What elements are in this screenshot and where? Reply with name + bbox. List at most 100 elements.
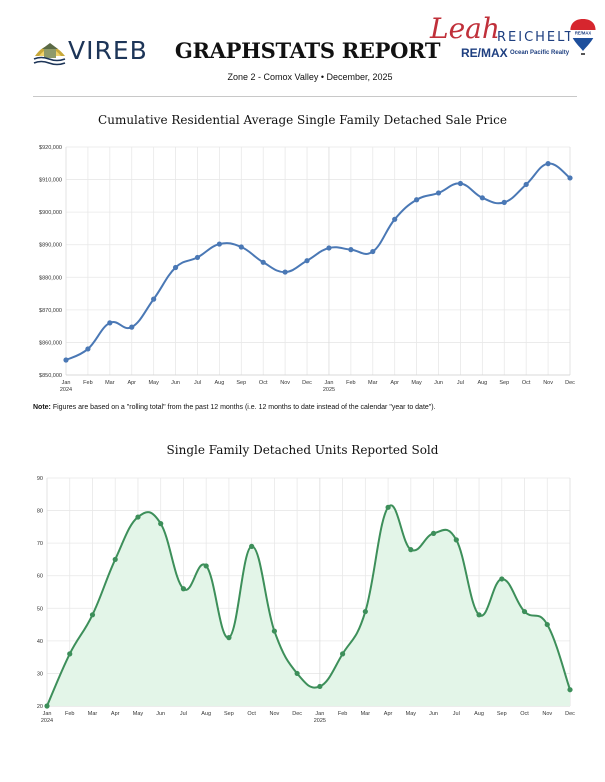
x-tick-label: Nov — [542, 711, 552, 717]
x-tick-label: May — [406, 711, 417, 717]
x-tick-label: Jan — [315, 711, 324, 717]
x-tick-label: Dec — [565, 380, 575, 386]
x-year-label: 2025 — [323, 387, 335, 393]
note-label: Note: — [33, 404, 51, 411]
x-year-label: 2024 — [60, 387, 72, 393]
x-tick-label: Jul — [453, 711, 460, 717]
data-point — [340, 651, 346, 657]
x-tick-label: Feb — [83, 380, 92, 386]
y-tick-label: $910,000 — [39, 178, 62, 184]
agent-last-name: REICHELT — [497, 30, 575, 45]
x-tick-label: Nov — [280, 380, 290, 386]
data-point — [151, 296, 157, 302]
x-tick-label: Jan — [62, 380, 71, 386]
data-point — [304, 258, 310, 264]
data-point — [392, 216, 398, 222]
x-tick-label: Aug — [214, 380, 224, 386]
x-tick-label: Nov — [270, 711, 280, 717]
data-point — [430, 530, 437, 536]
data-point — [282, 269, 288, 275]
data-point — [435, 190, 442, 196]
data-point — [414, 197, 420, 203]
data-point — [226, 635, 232, 641]
data-point — [545, 161, 551, 167]
brokerage-name: RE/MAX — [461, 46, 508, 60]
x-tick-label: May — [411, 380, 422, 386]
y-tick-label: 70 — [37, 541, 43, 547]
x-tick-label: Feb — [338, 711, 347, 717]
x-tick-label: Sep — [497, 711, 507, 717]
x-tick-label: Jan — [43, 711, 52, 717]
x-tick-label: Dec — [302, 380, 312, 386]
report-subtitle: Zone 2 - Comox Valley • December, 2025 — [227, 72, 393, 82]
data-point — [408, 547, 414, 553]
data-point — [326, 245, 332, 251]
x-tick-label: May — [148, 380, 159, 386]
data-point — [172, 264, 179, 271]
data-point — [129, 324, 135, 330]
x-tick-label: Apr — [111, 711, 120, 717]
x-tick-label: Aug — [477, 380, 487, 386]
x-tick-label: Jun — [434, 380, 443, 386]
data-point — [67, 651, 73, 657]
x-tick-label: Jul — [194, 380, 201, 386]
data-point — [501, 199, 507, 205]
y-tick-label: $850,000 — [39, 373, 62, 379]
data-point — [271, 628, 277, 634]
y-tick-label: 40 — [37, 639, 43, 645]
x-tick-label: Jul — [457, 380, 464, 386]
data-point — [567, 175, 573, 181]
vireb-logo-text: VIREB — [68, 36, 148, 65]
data-point — [370, 248, 376, 255]
data-point — [479, 195, 485, 201]
area-fill — [47, 505, 570, 706]
data-point — [238, 244, 244, 250]
x-tick-label: Dec — [292, 711, 302, 717]
header-divider — [33, 96, 577, 97]
data-point — [362, 608, 368, 615]
data-point — [385, 504, 391, 510]
data-point — [249, 543, 255, 550]
data-point — [348, 247, 354, 253]
y-tick-label: $890,000 — [39, 243, 62, 249]
data-point — [260, 259, 266, 265]
x-tick-label: Jul — [180, 711, 187, 717]
data-point — [89, 612, 96, 618]
data-point — [63, 357, 69, 363]
x-tick-label: Apr — [390, 380, 399, 386]
agent-first-name: Leah — [430, 12, 500, 45]
y-tick-label: 90 — [37, 476, 43, 482]
y-tick-label: $880,000 — [39, 275, 62, 281]
x-tick-label: Mar — [88, 711, 98, 717]
x-tick-label: Mar — [368, 380, 378, 386]
chart1-title: Cumulative Residential Average Single Fa… — [98, 113, 507, 127]
x-tick-label: Aug — [474, 711, 484, 717]
x-tick-label: Oct — [520, 711, 529, 717]
x-tick-label: Jun — [429, 711, 438, 717]
data-point — [499, 576, 505, 582]
x-tick-label: Oct — [247, 711, 256, 717]
y-tick-label: 60 — [37, 574, 43, 580]
data-point — [521, 608, 528, 615]
y-tick-label: 50 — [37, 606, 43, 612]
x-tick-label: Feb — [346, 380, 355, 386]
balloon-text: RE/MAX — [575, 31, 591, 36]
y-tick-label: $900,000 — [39, 210, 62, 216]
x-tick-label: Sep — [499, 380, 509, 386]
report-title: GRAPHSTATS REPORT — [174, 38, 441, 63]
note-text: Figures are based on a "rolling total" f… — [50, 404, 436, 411]
x-tick-label: Mar — [361, 711, 371, 717]
x-tick-label: Dec — [565, 711, 575, 717]
data-point — [85, 346, 91, 352]
data-point — [476, 612, 482, 618]
x-tick-label: Sep — [236, 380, 246, 386]
rolling-total-note: Note: Figures are based on a "rolling to… — [33, 404, 436, 411]
brokerage-office: Ocean Pacific Realty — [510, 50, 570, 56]
x-tick-label: Apr — [127, 380, 136, 386]
x-tick-label: Jan — [325, 380, 334, 386]
data-point — [317, 683, 323, 690]
data-point — [44, 703, 50, 709]
data-point — [107, 320, 113, 326]
x-tick-label: Aug — [201, 711, 211, 717]
x-tick-label: Apr — [384, 711, 393, 717]
